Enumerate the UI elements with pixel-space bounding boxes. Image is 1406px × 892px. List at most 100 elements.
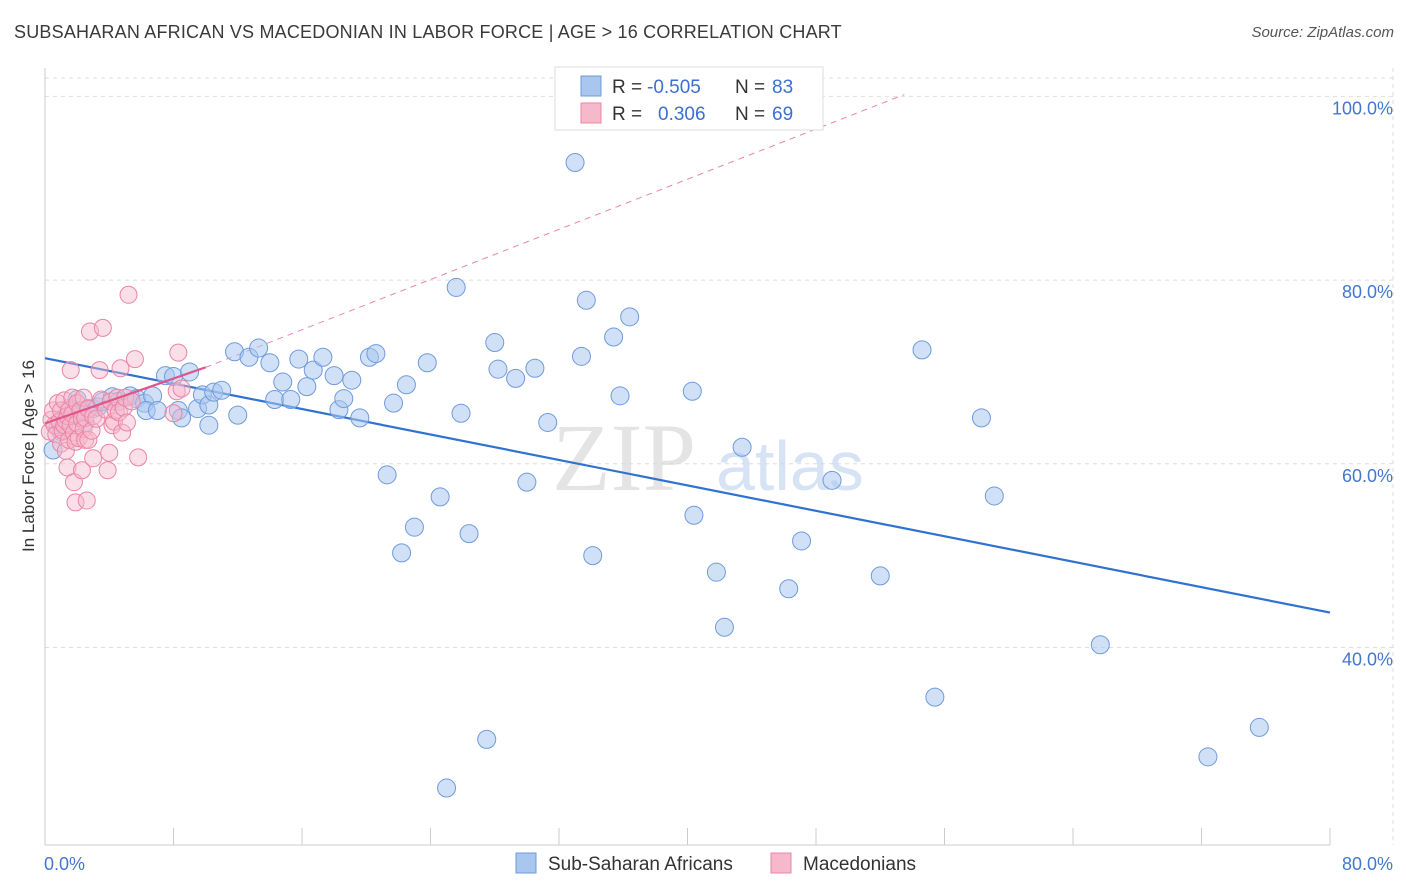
trend-line-macedonians bbox=[44, 366, 206, 425]
point-macedonian-64 bbox=[129, 448, 148, 467]
point-sub-saharan-47 bbox=[342, 370, 362, 390]
point-macedonian-61 bbox=[119, 285, 138, 304]
point-sub-saharan-20 bbox=[147, 401, 167, 421]
point-sub-saharan-71 bbox=[576, 290, 596, 310]
point-sub-saharan-40 bbox=[289, 349, 309, 369]
bottom-legend-swatch-blue bbox=[515, 852, 537, 874]
point-macedonian-41 bbox=[84, 449, 103, 468]
point-sub-saharan-39 bbox=[281, 389, 301, 409]
point-sub-saharan-72 bbox=[583, 546, 603, 566]
point-sub-saharan-61 bbox=[459, 524, 479, 544]
point-sub-saharan-63 bbox=[485, 333, 505, 353]
point-sub-saharan-64 bbox=[488, 359, 508, 379]
point-sub-saharan-38 bbox=[273, 372, 293, 392]
point-sub-saharan-85 bbox=[912, 340, 932, 360]
point-sub-saharan-87 bbox=[971, 408, 991, 428]
legend-r-label-2: R = bbox=[612, 104, 642, 125]
point-sub-saharan-65 bbox=[506, 368, 526, 388]
point-macedonian-56 bbox=[111, 359, 130, 378]
trend-lines bbox=[44, 94, 1331, 614]
point-sub-saharan-50 bbox=[366, 344, 386, 364]
point-sub-saharan-66 bbox=[517, 472, 537, 492]
legend-n-value-2: 69 bbox=[772, 104, 793, 125]
series-sub-saharan-africans bbox=[43, 153, 1269, 798]
point-sub-saharan-70 bbox=[571, 346, 591, 366]
chart-title: SUBSAHARAN AFRICAN VS MACEDONIAN IN LABO… bbox=[14, 22, 842, 42]
point-sub-saharan-69 bbox=[565, 153, 585, 173]
point-sub-saharan-81 bbox=[779, 579, 799, 599]
point-macedonian-36 bbox=[77, 491, 96, 510]
point-sub-saharan-83 bbox=[822, 470, 842, 490]
legend-r-label-1: R = bbox=[612, 77, 642, 98]
point-sub-saharan-42 bbox=[303, 360, 323, 380]
legend-n-value-1: 83 bbox=[772, 77, 793, 98]
correlation-legend: R = -0.505 N = 83 R = 0.306 N = 69 bbox=[554, 66, 824, 131]
legend-swatch-blue bbox=[580, 75, 602, 97]
point-macedonian-60 bbox=[117, 413, 136, 432]
point-sub-saharan-62 bbox=[477, 729, 497, 749]
point-sub-saharan-36 bbox=[260, 353, 280, 373]
source-label: Source: ZipAtlas.com bbox=[1251, 24, 1394, 41]
point-sub-saharan-88 bbox=[984, 486, 1004, 506]
point-sub-saharan-30 bbox=[199, 415, 219, 435]
point-sub-saharan-75 bbox=[620, 307, 640, 327]
point-sub-saharan-89 bbox=[1090, 635, 1110, 655]
point-sub-saharan-84 bbox=[870, 566, 890, 586]
point-macedonian-30 bbox=[72, 461, 91, 480]
x-axis-min-label: 0.0% bbox=[44, 854, 85, 874]
point-sub-saharan-90 bbox=[1198, 747, 1218, 767]
point-sub-saharan-55 bbox=[404, 517, 424, 537]
point-sub-saharan-58 bbox=[437, 778, 457, 798]
point-sub-saharan-44 bbox=[324, 366, 344, 386]
point-sub-saharan-46 bbox=[334, 389, 354, 409]
point-sub-saharan-79 bbox=[714, 617, 734, 637]
point-sub-saharan-54 bbox=[396, 375, 416, 395]
legend-r-value-2: 0.306 bbox=[658, 104, 706, 125]
point-sub-saharan-52 bbox=[384, 393, 404, 413]
series-macedonians bbox=[40, 285, 206, 512]
legend-n-label-1: N = bbox=[735, 77, 765, 98]
point-sub-saharan-59 bbox=[446, 277, 466, 297]
point-sub-saharan-37 bbox=[265, 389, 285, 409]
point-macedonian-43 bbox=[87, 409, 106, 428]
axes bbox=[44, 68, 1331, 846]
watermark: ZIP atlas bbox=[552, 404, 864, 511]
y-tick-labels: 40.0% 60.0% 80.0% 100.0% bbox=[1332, 98, 1393, 669]
point-macedonian-67 bbox=[169, 343, 188, 362]
point-sub-saharan-33 bbox=[228, 405, 248, 425]
point-sub-saharan-91 bbox=[1249, 717, 1269, 737]
point-macedonian-32 bbox=[74, 388, 93, 407]
point-sub-saharan-77 bbox=[684, 505, 704, 525]
point-sub-saharan-57 bbox=[430, 487, 450, 507]
bottom-legend-label-blue: Sub-Saharan Africans bbox=[548, 854, 733, 875]
point-sub-saharan-51 bbox=[377, 465, 397, 485]
point-macedonian-48 bbox=[98, 461, 117, 480]
legend-n-label-2: N = bbox=[735, 104, 765, 125]
point-sub-saharan-53 bbox=[392, 543, 412, 563]
point-sub-saharan-67 bbox=[525, 358, 545, 378]
point-sub-saharan-86 bbox=[925, 687, 945, 707]
point-sub-saharan-76 bbox=[682, 381, 702, 401]
point-sub-saharan-60 bbox=[451, 403, 471, 423]
point-sub-saharan-24 bbox=[172, 408, 192, 428]
y-tick-label-80: 80.0% bbox=[1342, 282, 1393, 302]
bottom-legend-swatch-pink bbox=[770, 852, 792, 874]
point-macedonian-44 bbox=[90, 361, 109, 380]
point-macedonian-40 bbox=[82, 421, 101, 440]
y-axis-title: In Labor Force | Age > 16 bbox=[19, 360, 38, 552]
trend-line-sub-saharan-africans bbox=[44, 357, 1331, 614]
point-sub-saharan-56 bbox=[417, 353, 437, 373]
series-legend: Sub-Saharan Africans Macedonians bbox=[515, 852, 916, 875]
point-sub-saharan-43 bbox=[313, 347, 333, 367]
y-tick-label-100: 100.0% bbox=[1332, 98, 1393, 118]
point-macedonian-57 bbox=[113, 423, 132, 442]
point-macedonian-25 bbox=[66, 493, 85, 512]
point-macedonian-46 bbox=[93, 318, 112, 337]
watermark-zip: ZIP bbox=[552, 404, 696, 511]
legend-r-value-1: -0.505 bbox=[647, 77, 701, 98]
y-tick-label-60: 60.0% bbox=[1342, 466, 1393, 486]
point-sub-saharan-31 bbox=[212, 380, 232, 400]
point-sub-saharan-48 bbox=[350, 408, 370, 428]
trend-extension-macedonians bbox=[205, 94, 905, 368]
